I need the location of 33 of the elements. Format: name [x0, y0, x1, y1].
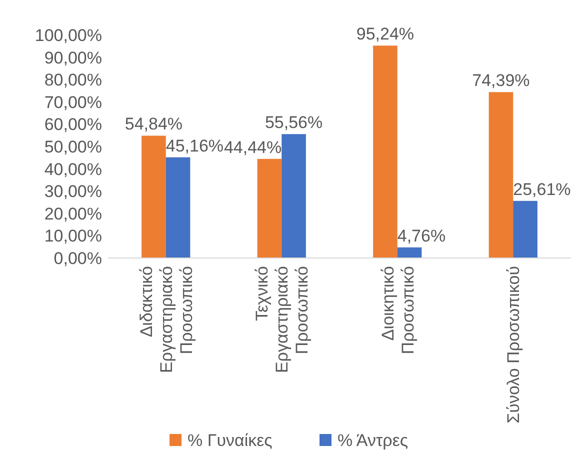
- y-tick-label: 10,00%: [44, 226, 102, 246]
- data-label: 4,76%: [397, 226, 446, 246]
- y-tick-label: 70,00%: [44, 92, 102, 112]
- bar: [397, 247, 422, 258]
- y-tick-label: 50,00%: [44, 137, 102, 156]
- y-tick-label: 40,00%: [44, 160, 102, 179]
- data-label: 44,44%: [224, 138, 282, 157]
- bar: [373, 46, 398, 258]
- x-tick-label: Τεχνικό Εργαστηριακό Προσωπικό: [252, 266, 312, 374]
- data-label: 55,56%: [264, 113, 323, 132]
- bar: [282, 134, 306, 258]
- data-label: 25,61%: [513, 180, 571, 199]
- data-label: 74,39%: [472, 71, 530, 90]
- legend-label: % Γυναίκες: [188, 430, 272, 450]
- bar: [166, 157, 190, 258]
- legend-label: % Άντρες: [338, 430, 408, 450]
- data-label: 54,84%: [124, 114, 183, 134]
- x-tick-label: Διδακτικό Εργαστηριακό Προσωπικό: [136, 266, 196, 374]
- y-tick-label: 90,00%: [44, 48, 102, 68]
- x-tick-label: Σύνολο Προσωπικού: [504, 266, 524, 424]
- x-tick-label: Διοικητικό Προσωπικό: [378, 266, 418, 354]
- y-tick-label: 60,00%: [44, 115, 102, 134]
- data-label: 45,16%: [166, 136, 224, 156]
- bar: [142, 136, 166, 258]
- bar: [513, 200, 538, 258]
- y-tick-label: 30,00%: [44, 182, 102, 202]
- y-tick-label: 100,00%: [34, 26, 102, 45]
- y-tick-label: 20,00%: [44, 204, 102, 224]
- data-label: 95,24%: [356, 24, 414, 44]
- bar: [488, 92, 514, 258]
- y-tick-label: 80,00%: [44, 70, 102, 90]
- y-tick-label: 0,00%: [54, 248, 102, 268]
- bar: [257, 158, 282, 258]
